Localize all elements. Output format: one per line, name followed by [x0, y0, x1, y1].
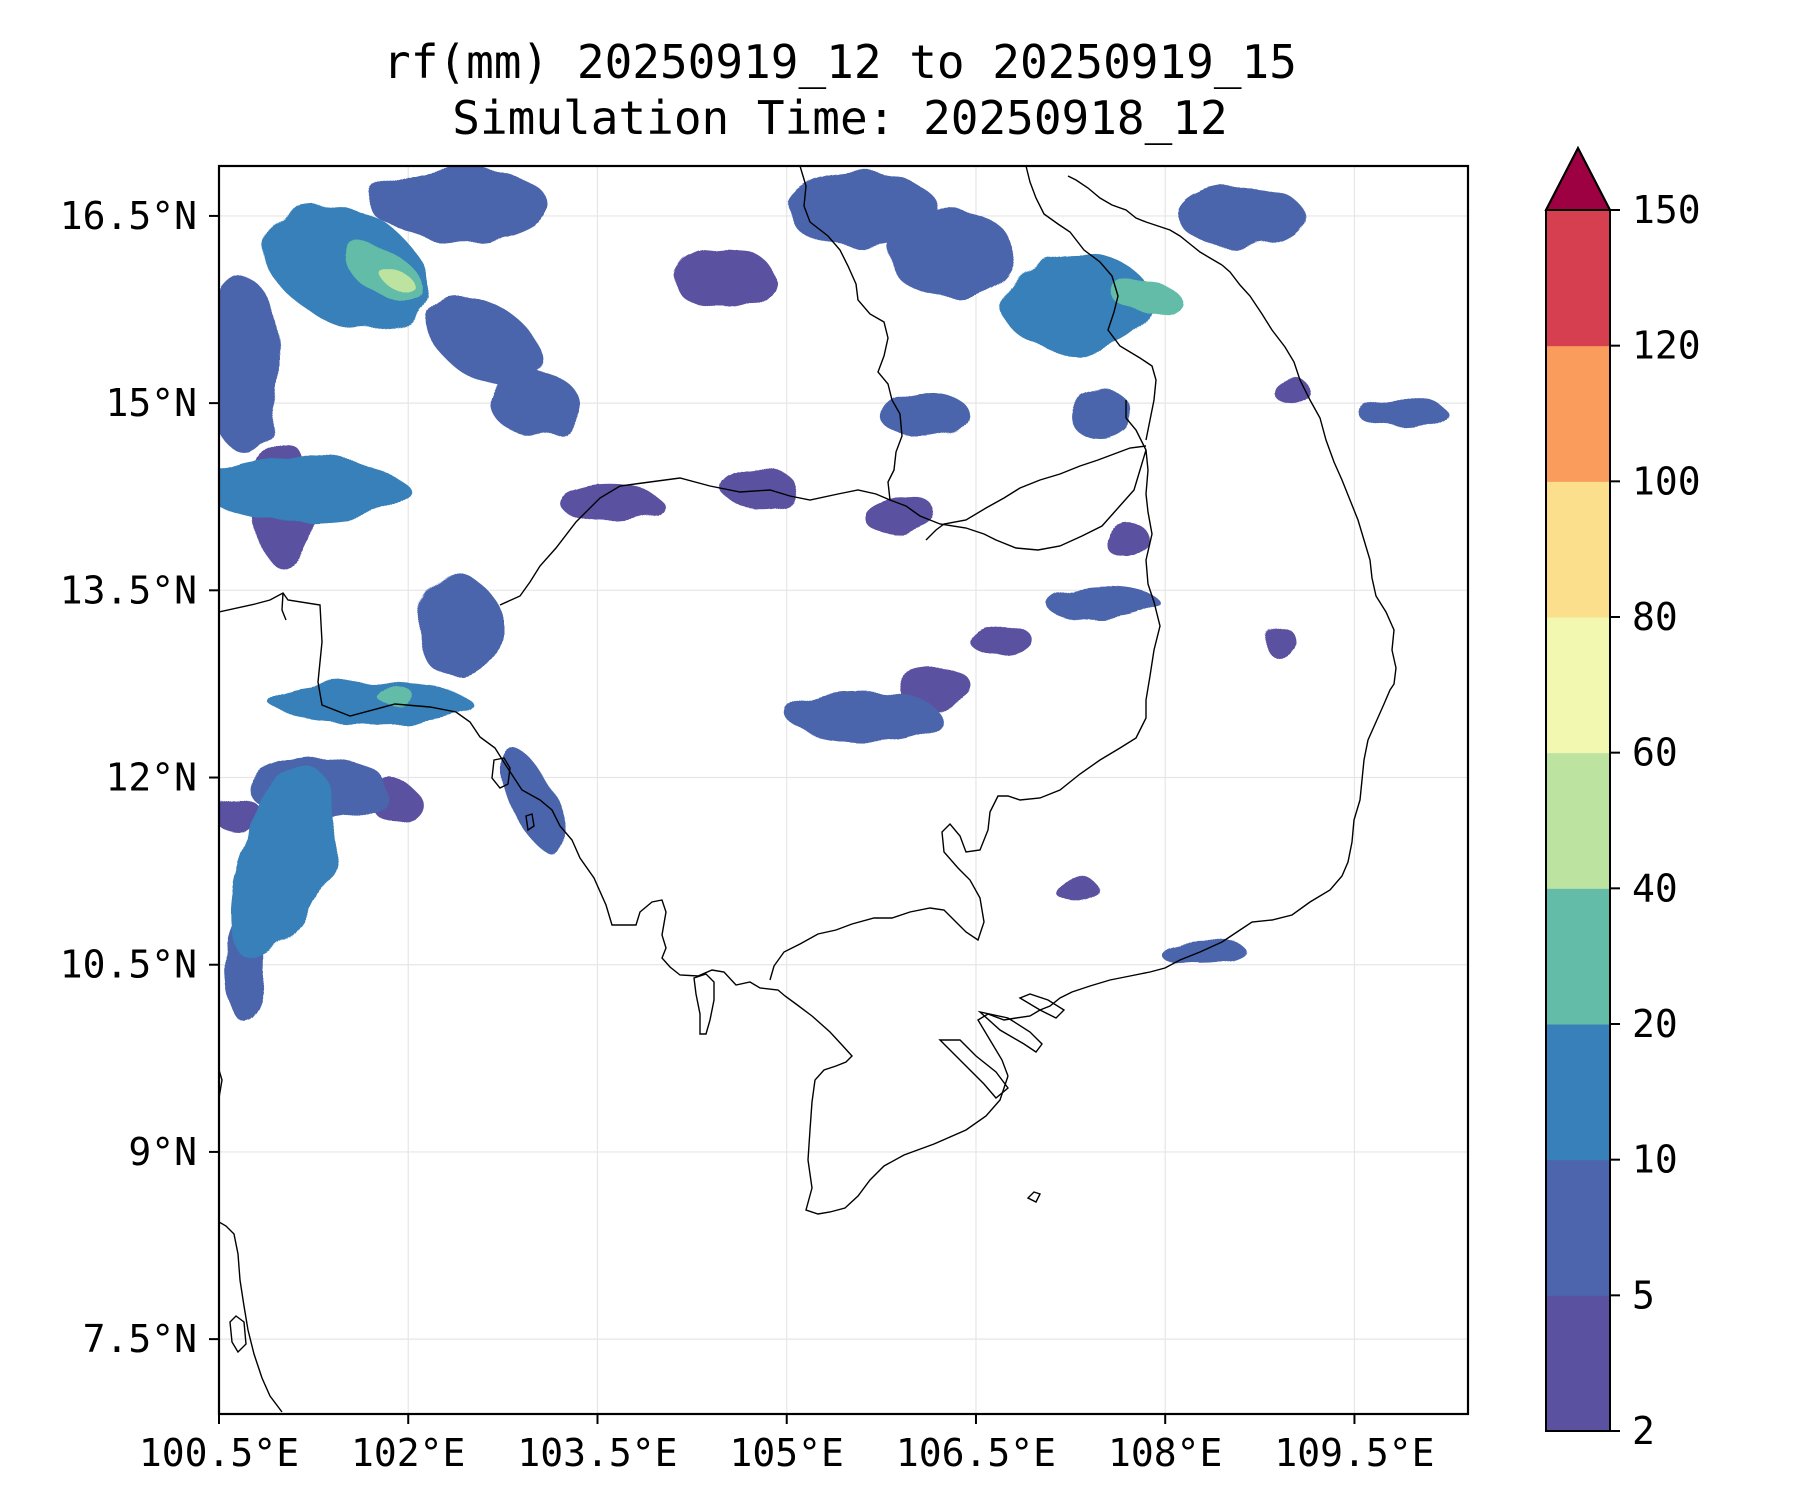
rain-area-20	[559, 484, 661, 522]
x-tick-label: 103.5°E	[517, 1431, 677, 1475]
rain-area-35	[1054, 877, 1099, 903]
x-tick-label: 106.5°E	[896, 1431, 1056, 1475]
rain-area-26	[269, 683, 472, 722]
y-tick-label: 13.5°N	[60, 568, 197, 612]
rain-area-16	[1177, 184, 1304, 248]
map-gridlines	[219, 166, 1468, 1414]
vietnam-south-coast	[977, 264, 1397, 1077]
rain-area-23	[969, 624, 1033, 656]
laos-cambodia-border	[925, 445, 1147, 541]
colorbar-segment-2	[1546, 1024, 1610, 1161]
colorbar-segment-1	[1546, 1159, 1610, 1296]
y-tick-label: 12°N	[105, 756, 197, 800]
colorbar-tick-label: 20	[1632, 1002, 1678, 1046]
colorbar-tick-label: 10	[1632, 1138, 1678, 1182]
y-tick-label: 9°N	[128, 1130, 197, 1174]
vietnam-north-coast	[1067, 175, 1223, 266]
rain-area-18	[1272, 378, 1311, 404]
rain-area-14	[881, 390, 970, 441]
thailand-cambodia-border	[499, 477, 907, 606]
rain-area-8	[370, 166, 548, 241]
rain-area-37	[1262, 624, 1295, 656]
x-tick-label: 108°E	[1108, 1431, 1222, 1475]
rain-area-9	[673, 247, 775, 310]
colorbar-outline	[1545, 145, 1611, 1432]
colorbar-tick-label: 150	[1632, 188, 1701, 232]
coastlines-borders	[219, 166, 1397, 1413]
colorbar-tick-label: 2	[1632, 1409, 1655, 1453]
rain-area-33	[219, 799, 264, 831]
rain-area-17	[1360, 400, 1450, 432]
colorbar-tick-label: 100	[1632, 459, 1701, 503]
y-tick-label: 7.5°N	[83, 1317, 197, 1361]
y-tick-label: 15°N	[105, 381, 197, 425]
phu-quoc-island	[693, 973, 715, 1035]
y-tick-label: 16.5°N	[60, 194, 197, 238]
rain-area-11	[887, 209, 1014, 298]
koh-kong-islands	[491, 757, 535, 832]
chart-title-line2: Simulation Time: 20250918_12	[452, 91, 1227, 145]
chart-title-line1: rf(mm) 20250919_12 to 20250919_15	[383, 35, 1297, 89]
colorbar-tick-label: 5	[1632, 1273, 1655, 1317]
x-tick-label: 109.5°E	[1274, 1431, 1434, 1475]
gulf-of-thailand-coast	[219, 592, 1009, 1215]
x-tick-label: 102°E	[351, 1431, 465, 1475]
rain-area-22	[1045, 584, 1159, 622]
rain-area-21	[862, 496, 939, 535]
colorbar-segment-5	[1546, 617, 1610, 754]
rain-area-2	[375, 264, 416, 293]
rainfall-contours	[219, 166, 1450, 1021]
y-tick-label: 10.5°N	[60, 943, 197, 987]
rain-area-36	[1158, 939, 1248, 965]
rain-area-12	[1001, 253, 1153, 354]
mekong-delta-islands	[938, 993, 1066, 1099]
colorbar-segment-7	[1546, 345, 1610, 482]
con-son-island	[1026, 1191, 1041, 1203]
map-background	[219, 166, 1468, 1414]
rain-area-15	[1070, 390, 1134, 441]
rain-area-30	[228, 769, 336, 960]
colorbar: 2 5 10 20 40 60 80 100 120 150	[1544, 145, 1701, 1453]
rain-area-13	[1114, 281, 1178, 313]
colorbar-tick-label: 60	[1632, 731, 1678, 775]
map-plot-area: 100.5°E 102°E 103.5°E 105°E 106.5°E 108°E 109.…	[60, 164, 1470, 1475]
colorbar-tick-label: 80	[1632, 595, 1678, 639]
x-axis-ticks: 100.5°E 102°E 103.5°E 105°E 106.5°E 108°E 109.…	[139, 1414, 1435, 1475]
laos-thailand-border	[281, 166, 903, 621]
rain-area-3	[219, 278, 283, 454]
colorbar-tick-label: 120	[1632, 324, 1701, 368]
rain-area-38	[1105, 521, 1150, 560]
laos-vietnam-border	[1025, 166, 1157, 441]
colorbar-segment-0	[1546, 1295, 1610, 1432]
colorbar-segment-3	[1546, 888, 1610, 1025]
y-axis-ticks: 7.5°N 9°N 10.5°N 12°N 13.5°N 15°N 16.5°N	[60, 194, 219, 1361]
x-tick-label: 105°E	[730, 1431, 844, 1475]
colorbar-segment-4	[1546, 752, 1610, 889]
colorbar-segment-6	[1546, 481, 1610, 618]
colorbar-segment-8	[1546, 210, 1610, 347]
colorbar-extend-arrow	[1544, 145, 1612, 211]
map-frame	[217, 164, 1470, 1416]
x-tick-label: 100.5°E	[139, 1431, 299, 1475]
rain-area-27	[376, 688, 415, 704]
rain-area-7	[490, 371, 579, 435]
colorbar-tick-label: 40	[1632, 866, 1678, 910]
rain-area-6	[426, 295, 542, 386]
rain-area-24	[786, 690, 939, 741]
rain-area-4	[219, 459, 409, 522]
rain-area-29	[503, 750, 566, 855]
rain-area-28	[414, 577, 503, 678]
